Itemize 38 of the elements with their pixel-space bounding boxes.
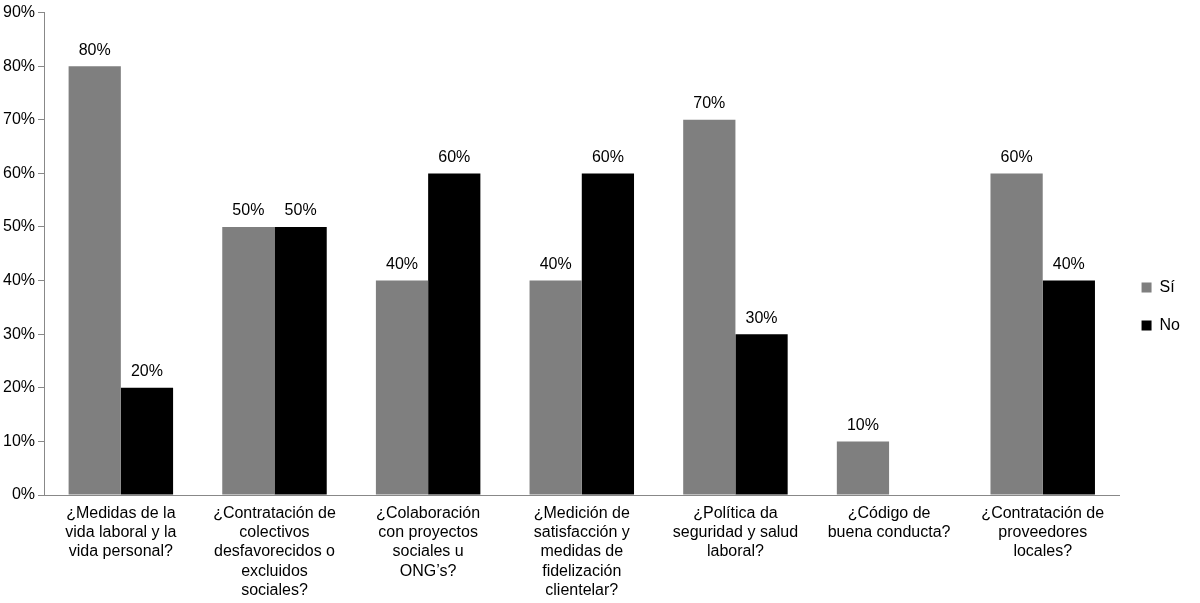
data-label: 30%: [745, 308, 778, 326]
data-label: 60%: [1000, 147, 1033, 165]
bar: [274, 227, 327, 495]
data-label: 40%: [539, 255, 572, 273]
x-tick-label: ¿Medición de satisfacción y medidas de fidelización clientelar?: [533, 504, 630, 598]
x-tick-label: ¿Medidas de la vida laboral y la vida personal?: [65, 504, 177, 560]
y-tick-label: 70%: [2, 110, 36, 128]
bar: [735, 334, 788, 495]
data-label: 50%: [232, 201, 265, 219]
data-label: 20%: [130, 362, 163, 380]
x-tick-label: ¿Colaboración con proyectos sociales u ONG’s?: [376, 504, 481, 579]
data-label: 70%: [693, 94, 726, 112]
y-tick-label: 0%: [11, 485, 36, 503]
x-tick-label: ¿Código de buena conducta?: [827, 504, 951, 541]
data-label: 50%: [284, 201, 317, 219]
bar: [1042, 280, 1095, 495]
y-tick-label: 50%: [2, 217, 36, 235]
bar: [581, 173, 635, 495]
y-tick-label: 10%: [2, 431, 36, 449]
data-label: 60%: [591, 147, 624, 165]
y-tick-label: 80%: [2, 56, 36, 74]
bar: [120, 387, 174, 495]
y-tick-label: 40%: [2, 271, 36, 289]
bar: [428, 173, 481, 495]
x-tick-label: ¿Contratación de proveedores locales?: [981, 504, 1105, 560]
y-tick-label: 60%: [2, 163, 36, 181]
legend-label: No: [1159, 315, 1181, 333]
data-label: 40%: [1052, 255, 1085, 273]
data-label: 40%: [386, 255, 419, 273]
legend-label: Sí: [1159, 277, 1176, 295]
x-tick-label: ¿Política da seguridad y salud laboral?: [672, 504, 799, 560]
data-label: 10%: [846, 415, 879, 433]
x-tick-label: ¿Contratación de colectivos desfavorecidos o excluidos sociales?: [213, 504, 336, 598]
data-label: 60%: [438, 147, 471, 165]
data-label: 80%: [78, 40, 111, 58]
y-tick-label: 90%: [2, 3, 36, 21]
y-tick-label: 30%: [2, 324, 36, 342]
y-tick-label: 20%: [2, 378, 36, 396]
